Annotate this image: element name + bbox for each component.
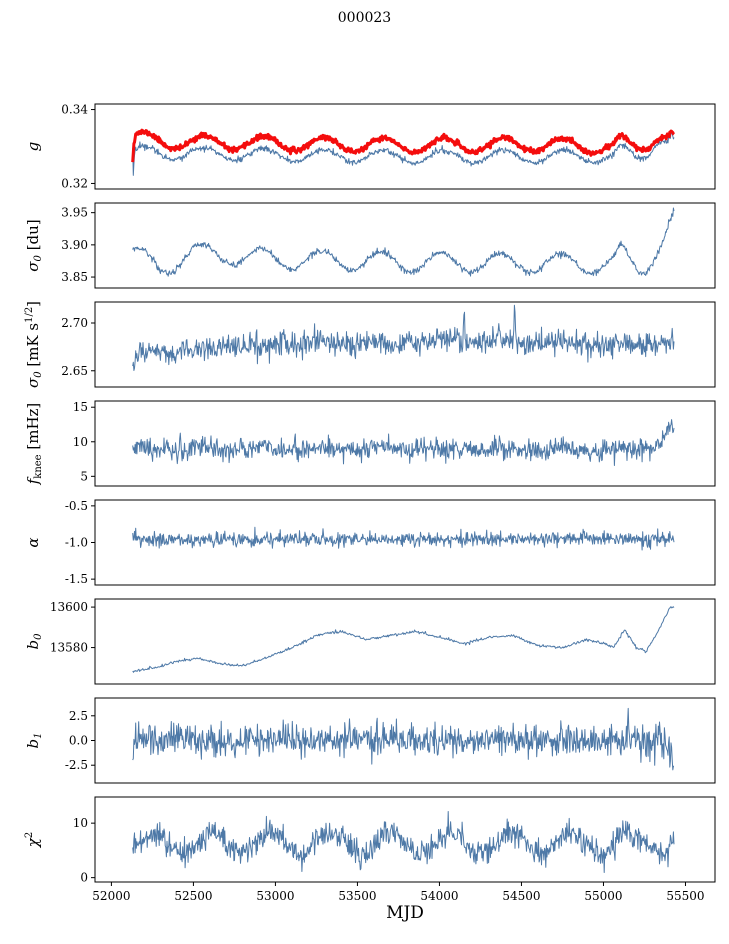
y-tick-label: -1.0 (65, 536, 88, 550)
panel-frame (94, 796, 716, 883)
series-sigma0-du (132, 207, 675, 277)
panel-chi2: 0 10 χ2 (24, 796, 716, 885)
panel-frame (94, 301, 716, 388)
y-tick-label: 13600 (50, 600, 88, 614)
panel-series-group (132, 526, 675, 551)
x-tick-label: 55500 (666, 889, 704, 903)
series-g-highlight (131, 128, 675, 163)
x-tick-label: 54500 (502, 889, 540, 903)
panel-series-group (132, 207, 675, 277)
panel-frame (94, 400, 716, 487)
x-tick-label: 53500 (338, 889, 376, 903)
panel-sigma0-mks: 2.65 2.70 σ0 [mK s1/2] (24, 301, 716, 388)
x-axis-label: MJD (386, 903, 424, 923)
y-axis-label-b0: b0 (24, 633, 44, 650)
y-tick-label: 2.5 (69, 709, 88, 723)
series-chi2 (132, 811, 675, 873)
y-tick-label: 3.85 (61, 270, 88, 284)
y-axis-label-sigma0-mks: σ0 [mK s1/2] (24, 301, 44, 388)
panel-frame (94, 103, 716, 190)
y-axis-label-alpha: α (24, 537, 42, 547)
y-tick-label: -1.5 (65, 572, 88, 586)
panel-frame (94, 598, 716, 685)
y-tick-label: 3.95 (61, 206, 88, 220)
panel-series-group (132, 606, 675, 673)
y-tick-label: 2.65 (61, 364, 88, 378)
series-fknee (132, 419, 675, 466)
y-axis-label-fknee: fknee [mHz] (24, 403, 44, 486)
y-tick-label: -0.5 (65, 499, 88, 513)
y-tick-label: 15 (73, 400, 88, 414)
series-alpha (132, 526, 675, 551)
panel-fknee: 5 10 15 fknee [mHz] (24, 400, 716, 487)
y-axis-label-g: g (24, 142, 42, 152)
y-tick-label: 10 (73, 435, 88, 449)
panel-sigma0-du: 3.85 3.90 3.95 σ0 [du] (24, 202, 716, 289)
x-tick-label: 55000 (584, 889, 622, 903)
y-tick-label: -2.5 (65, 758, 88, 772)
panel-frame (94, 202, 716, 289)
x-tick-label: 53000 (256, 889, 294, 903)
series-g-fit (132, 132, 675, 176)
y-tick-label: 3.90 (61, 238, 88, 252)
panel-series-group (132, 707, 674, 771)
x-tick-label: 54000 (420, 889, 458, 903)
series-b0 (132, 606, 675, 673)
panel-series-group (132, 419, 675, 466)
y-tick-label: 5 (80, 469, 88, 483)
y-tick-label: 0.34 (61, 103, 88, 117)
panel-series-group (132, 304, 675, 371)
y-axis-label-chi2: χ2 (24, 832, 42, 848)
y-tick-label: 0.0 (69, 734, 88, 748)
panel-series-group (131, 128, 675, 176)
x-tick-label: 52500 (174, 889, 212, 903)
figure-title: 000023 (337, 10, 392, 26)
y-tick-label: 0 (80, 871, 88, 885)
panel-alpha: -1.5 -1.0 -0.5 α (24, 499, 716, 586)
y-axis-label-b1: b1 (24, 733, 44, 749)
x-tick-label: 52000 (92, 889, 130, 903)
y-tick-label: 2.70 (61, 316, 88, 330)
panel-b1: -2.5 0.0 2.5 b1 (24, 697, 716, 784)
series-sigma0-mks (132, 304, 675, 371)
y-tick-label: 0.32 (61, 176, 88, 190)
y-tick-label: 13580 (50, 641, 88, 655)
panel-b0: 13580 13600 b0 (24, 598, 716, 685)
panel-g: 0.32 0.34 g (24, 103, 716, 190)
y-tick-label: 10 (73, 816, 88, 830)
panel-series-group (132, 811, 675, 873)
y-axis-label-sigma0-du: σ0 [du] (24, 219, 44, 271)
series-b1 (132, 707, 674, 771)
